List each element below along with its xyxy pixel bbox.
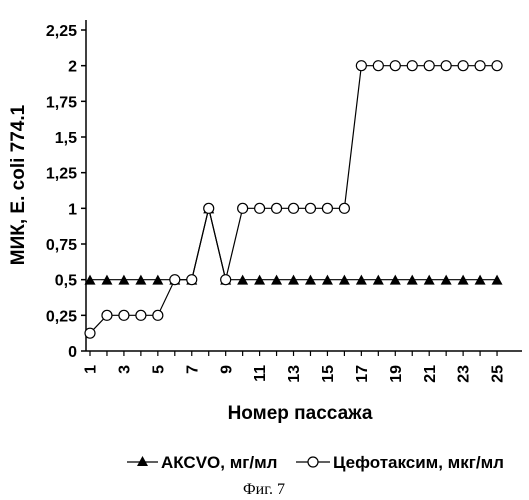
data-point-cefotaxime [441, 61, 451, 71]
data-point-cefotaxime [272, 203, 282, 213]
data-point-cefotaxime [204, 203, 214, 213]
y-tick-label: 1,75 [46, 94, 77, 111]
y-tick-label: 1 [68, 201, 77, 218]
x-tick-label: 3 [117, 365, 134, 374]
data-point-cefotaxime [170, 275, 180, 285]
series-aksvo [85, 203, 503, 284]
data-point-cefotaxime [102, 310, 112, 320]
y-tick-labels: 0 0,25 0,5 0,75 1 1,25 1,5 1,75 2 2,25 [46, 23, 77, 361]
legend-item-cefotaxime: Цефотаксим, мкг/мл [296, 453, 504, 472]
data-point-cefotaxime [255, 203, 265, 213]
x-axis-title: Номер пассажа [228, 403, 373, 424]
y-tick-label: 0,75 [46, 237, 77, 254]
series-line-aksvo [90, 208, 497, 279]
figure-caption: Фиг. 7 [243, 481, 285, 498]
y-tick-label: 0,5 [55, 273, 77, 290]
legend-label-aksvo: АКСVO, мг/мл [161, 453, 277, 472]
y-tick-label: 1,25 [46, 166, 77, 183]
data-point-cefotaxime [221, 275, 231, 285]
data-point-cefotaxime [339, 203, 349, 213]
data-point-cefotaxime [289, 203, 299, 213]
x-tick-label: 9 [218, 365, 235, 374]
legend-circle-marker [308, 457, 318, 467]
data-point-cefotaxime [153, 310, 163, 320]
x-tick-label: 13 [286, 365, 303, 383]
y-axis [81, 20, 86, 351]
y-tick-label: 0 [68, 344, 77, 361]
data-point-cefotaxime [187, 275, 197, 285]
x-tick-label: 1 [83, 365, 100, 374]
legend-item-aksvo: АКСVO, мг/мл [127, 453, 277, 472]
x-tick-label: 11 [252, 365, 269, 382]
data-point-cefotaxime [322, 203, 332, 213]
data-point-cefotaxime [119, 310, 129, 320]
x-tick-label: 23 [456, 365, 473, 383]
y-tick-label: 0,25 [46, 308, 77, 325]
data-point-cefotaxime [305, 203, 315, 213]
data-point-cefotaxime [475, 61, 485, 71]
legend-triangle-marker [137, 456, 148, 466]
y-tick-label: 1,5 [55, 130, 77, 147]
data-point-cefotaxime [424, 61, 434, 71]
data-point-cefotaxime [238, 203, 248, 213]
x-tick-label: 19 [388, 365, 405, 383]
data-point-cefotaxime [85, 328, 95, 338]
legend-label-cefotaxime: Цефотаксим, мкг/мл [333, 453, 504, 472]
series-line-cefotaxime [90, 66, 497, 334]
series-layer [85, 61, 503, 339]
data-point-cefotaxime [458, 61, 468, 71]
y-tick-label: 2 [68, 59, 77, 76]
series-cefotaxime [85, 61, 502, 339]
data-point-cefotaxime [356, 61, 366, 71]
x-tick-label: 17 [354, 365, 371, 383]
data-point-cefotaxime [373, 61, 383, 71]
x-tick-label: 7 [184, 365, 201, 374]
x-axis [86, 351, 522, 356]
legend: АКСVO, мг/мл Цефотаксим, мкг/мл [127, 453, 504, 472]
data-point-cefotaxime [136, 310, 146, 320]
y-axis-title: МИК, E. coli 774.1 [8, 104, 29, 265]
x-tick-label: 5 [150, 365, 167, 374]
x-tick-label: 15 [320, 365, 337, 383]
data-point-cefotaxime [390, 61, 400, 71]
x-tick-label: 25 [490, 365, 507, 383]
x-tick-label: 21 [422, 365, 439, 383]
data-point-cefotaxime [492, 61, 502, 71]
y-tick-label: 2,25 [46, 23, 77, 40]
x-tick-labels: 135791113151719212325 [83, 365, 507, 383]
data-point-cefotaxime [407, 61, 417, 71]
